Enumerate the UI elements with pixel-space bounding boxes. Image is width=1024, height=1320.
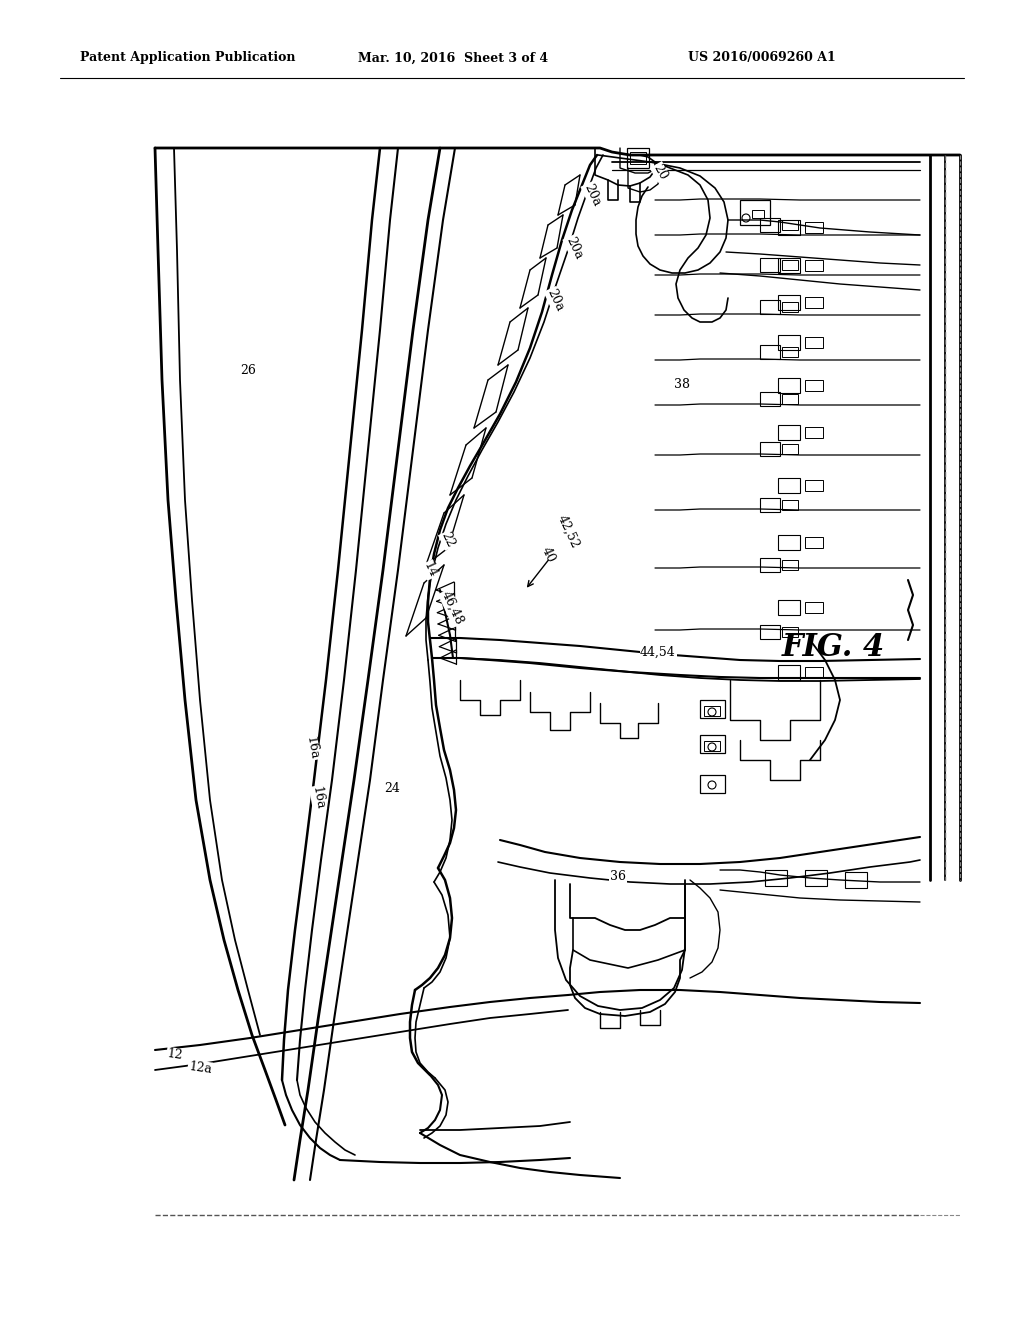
Bar bbox=[778, 601, 800, 615]
Bar bbox=[752, 210, 764, 218]
Text: 14: 14 bbox=[421, 560, 439, 579]
Text: 20a: 20a bbox=[544, 286, 566, 313]
Bar bbox=[782, 627, 798, 638]
Bar bbox=[778, 478, 800, 492]
Bar bbox=[805, 297, 823, 308]
Bar bbox=[778, 665, 800, 680]
Bar bbox=[778, 425, 800, 440]
Text: 20: 20 bbox=[650, 162, 670, 182]
Bar bbox=[805, 480, 823, 491]
Bar bbox=[760, 345, 780, 359]
Bar bbox=[760, 442, 780, 455]
Bar bbox=[782, 560, 798, 570]
Text: 38: 38 bbox=[674, 379, 690, 392]
Bar bbox=[778, 257, 800, 273]
Text: 20a: 20a bbox=[563, 235, 585, 261]
Bar bbox=[782, 347, 798, 356]
Bar bbox=[765, 870, 787, 886]
Text: 44,54: 44,54 bbox=[640, 645, 676, 659]
Text: 20a: 20a bbox=[582, 182, 603, 209]
Text: Patent Application Publication: Patent Application Publication bbox=[80, 51, 296, 65]
Bar bbox=[805, 337, 823, 348]
Text: 26: 26 bbox=[240, 363, 256, 376]
Bar bbox=[805, 602, 823, 612]
Bar bbox=[845, 873, 867, 888]
Bar bbox=[760, 392, 780, 407]
Text: 12a: 12a bbox=[187, 1060, 212, 1076]
Text: 42,52: 42,52 bbox=[555, 513, 582, 550]
Text: 22: 22 bbox=[438, 531, 458, 550]
Text: Mar. 10, 2016  Sheet 3 of 4: Mar. 10, 2016 Sheet 3 of 4 bbox=[358, 51, 548, 65]
Bar bbox=[760, 558, 780, 572]
Bar bbox=[760, 498, 780, 512]
Bar bbox=[760, 624, 780, 639]
Bar bbox=[760, 257, 780, 272]
Bar bbox=[700, 735, 725, 752]
Bar bbox=[778, 378, 800, 393]
Bar bbox=[805, 667, 823, 678]
Bar bbox=[805, 426, 823, 438]
Bar bbox=[740, 201, 770, 224]
Bar bbox=[782, 393, 798, 404]
Bar bbox=[805, 380, 823, 391]
Text: 46,48: 46,48 bbox=[438, 589, 466, 627]
Bar bbox=[782, 444, 798, 454]
Text: 16a: 16a bbox=[303, 735, 321, 760]
Bar bbox=[630, 152, 646, 164]
Bar bbox=[760, 218, 780, 232]
Bar bbox=[778, 335, 800, 350]
Bar bbox=[782, 220, 798, 230]
Text: 16a: 16a bbox=[309, 785, 327, 810]
Bar bbox=[778, 294, 800, 310]
Text: 40: 40 bbox=[539, 545, 557, 565]
Bar bbox=[805, 222, 823, 234]
Bar bbox=[705, 741, 720, 751]
Text: 24: 24 bbox=[384, 781, 400, 795]
Bar bbox=[782, 500, 798, 510]
Bar bbox=[805, 260, 823, 271]
Bar bbox=[700, 775, 725, 793]
Bar bbox=[778, 220, 800, 235]
Bar bbox=[705, 706, 720, 715]
Bar bbox=[700, 700, 725, 718]
Text: FIG. 4: FIG. 4 bbox=[782, 632, 886, 664]
Bar bbox=[805, 870, 827, 886]
Text: 36: 36 bbox=[610, 870, 626, 883]
Bar bbox=[782, 260, 798, 271]
Bar bbox=[782, 302, 798, 312]
Text: 12: 12 bbox=[166, 1048, 183, 1063]
Bar bbox=[778, 535, 800, 550]
Text: US 2016/0069260 A1: US 2016/0069260 A1 bbox=[688, 51, 836, 65]
Bar bbox=[805, 537, 823, 548]
Bar bbox=[627, 148, 649, 168]
Bar bbox=[760, 300, 780, 314]
